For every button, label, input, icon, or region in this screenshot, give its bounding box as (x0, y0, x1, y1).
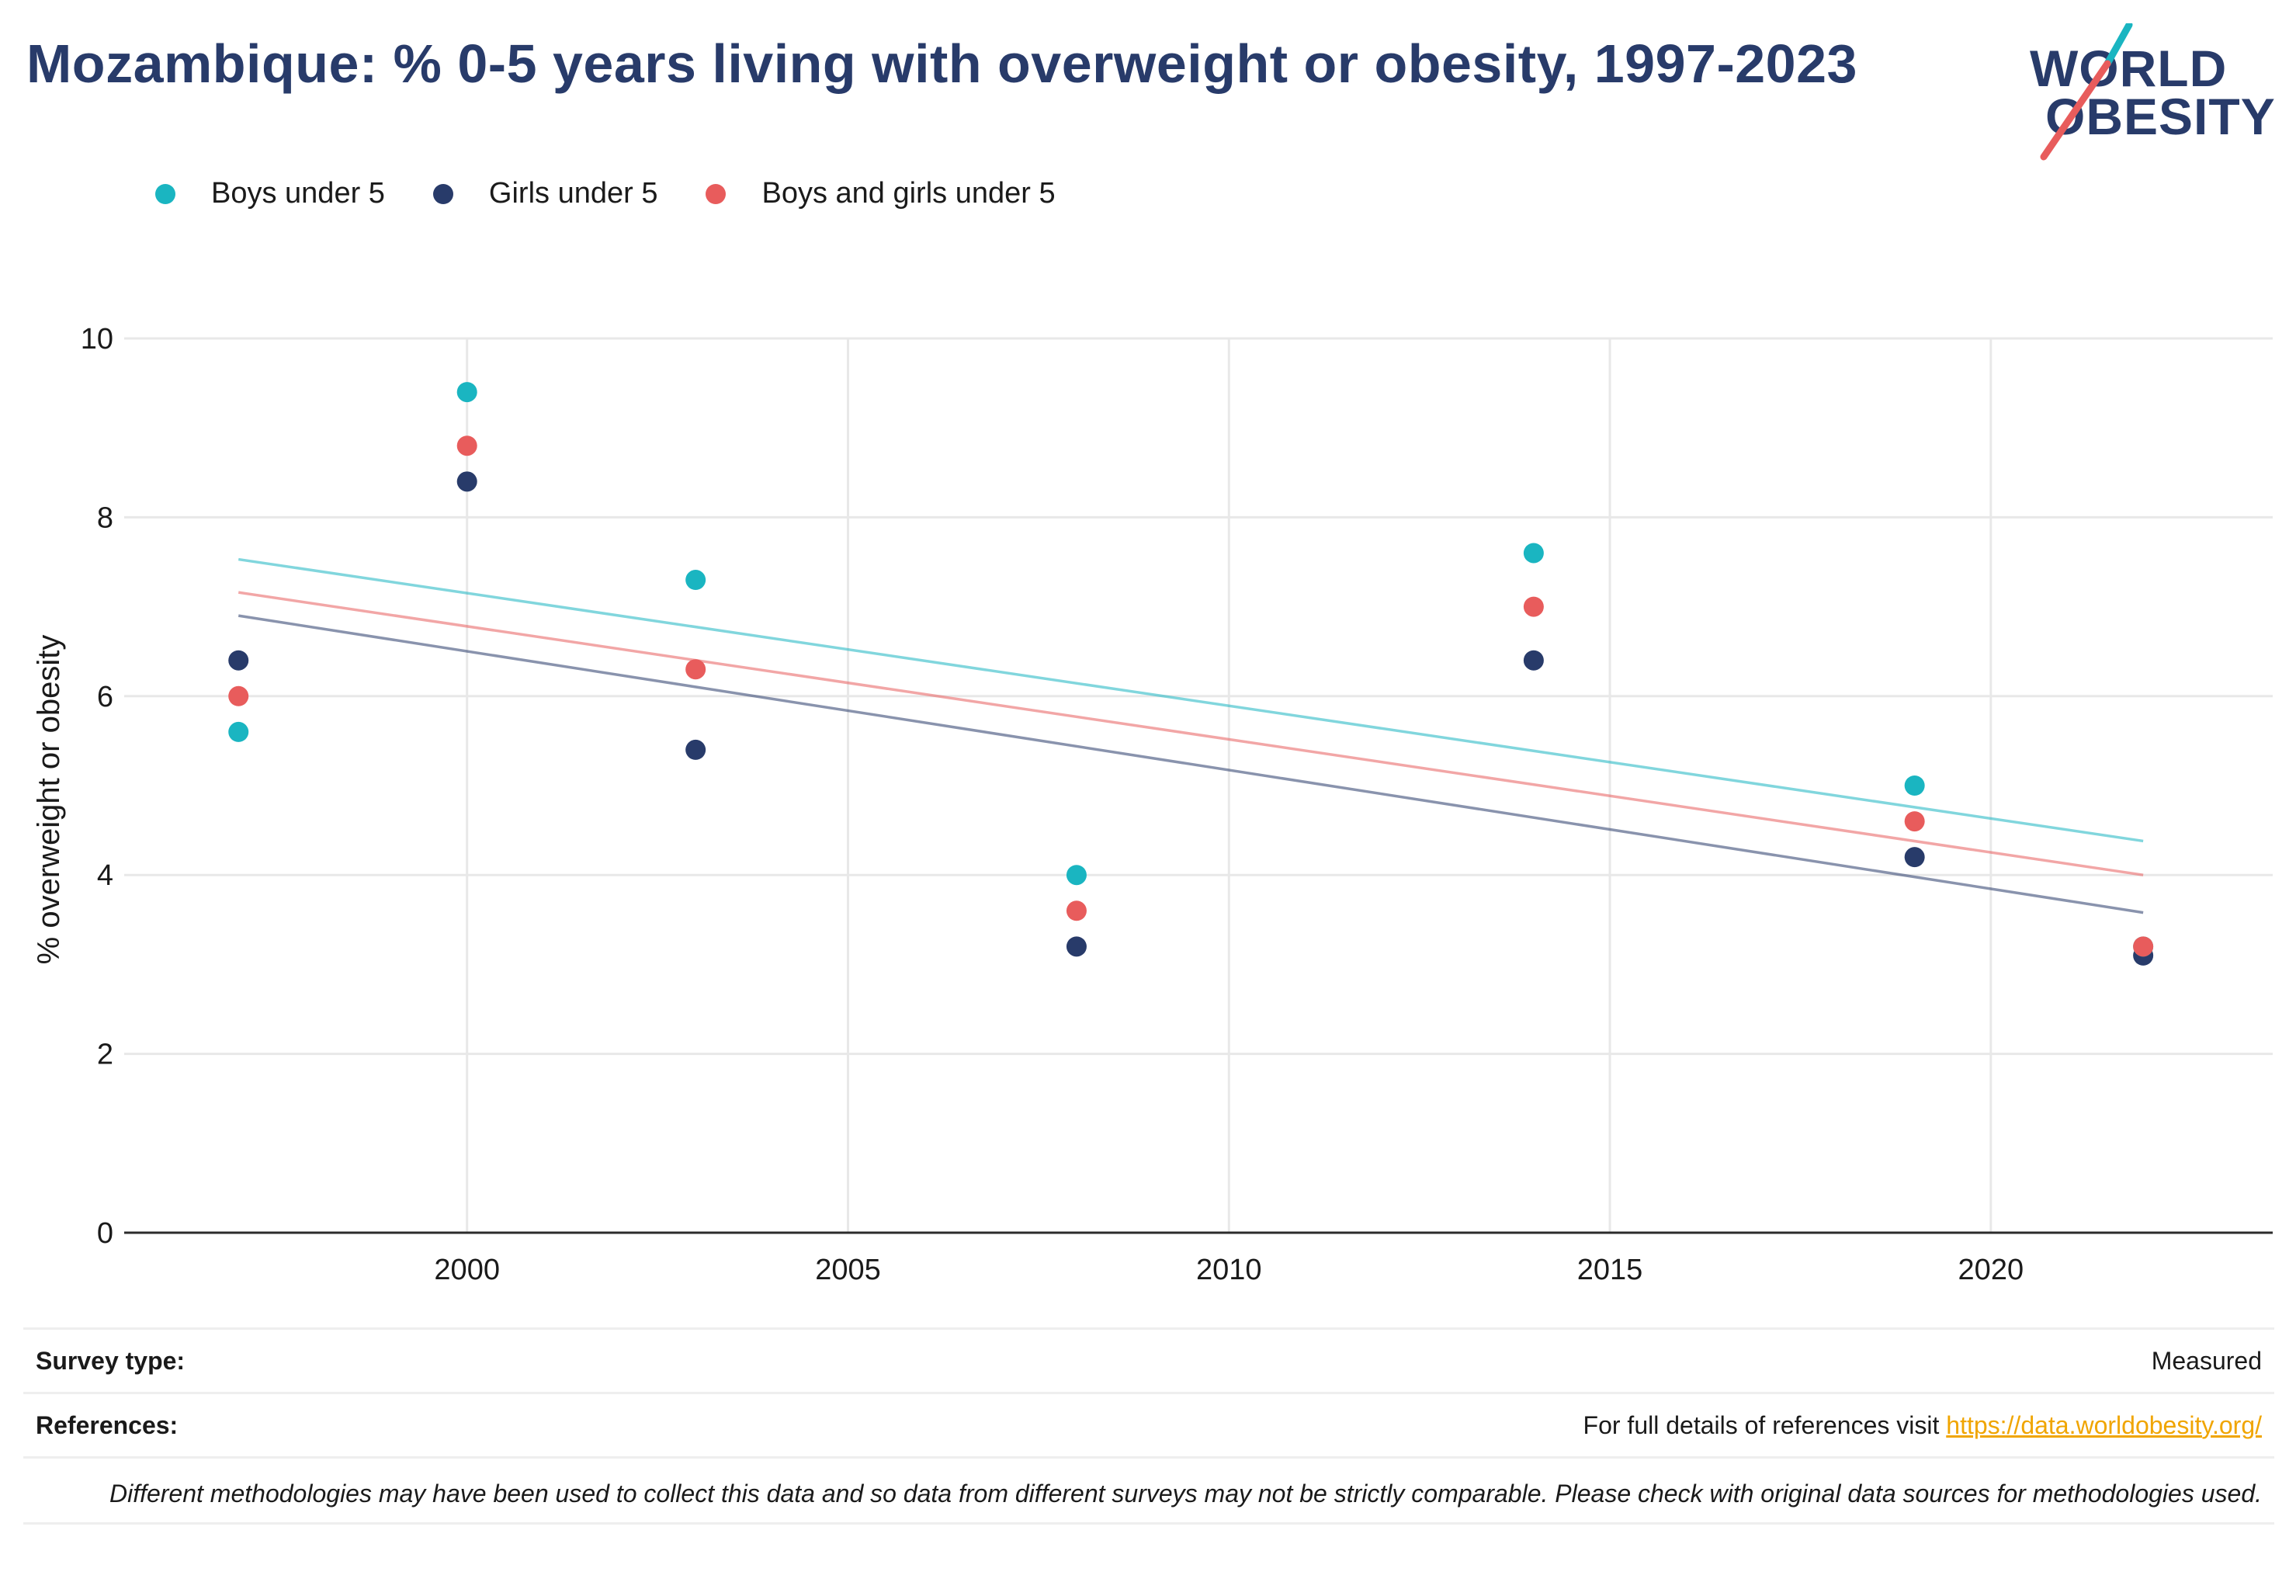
survey-type-label: Survey type: (36, 1346, 186, 1375)
legend-item-girls[interactable]: Girls under 5 (432, 177, 658, 210)
data-point-girls[interactable] (685, 739, 706, 760)
data-point-boys[interactable] (1904, 775, 1925, 796)
references-link[interactable]: https://data.worldobesity.org/ (1946, 1410, 2262, 1439)
legend-label-both: Boys and girls under 5 (761, 177, 1056, 210)
logo-slash-icon (2040, 23, 2133, 161)
trend-line-girls (238, 614, 2144, 914)
data-point-both[interactable] (2133, 936, 2154, 957)
y-tick-label: 10 (81, 323, 113, 356)
x-tick-label: 2010 (1196, 1254, 1262, 1286)
data-point-girls[interactable] (1523, 650, 1544, 671)
trend-line-boys (238, 557, 2144, 843)
x-tick-label: 2005 (815, 1254, 881, 1286)
y-tick-label: 0 (97, 1217, 113, 1250)
data-point-boys[interactable] (685, 570, 706, 591)
y-tick-label: 2 (97, 1039, 113, 1071)
x-tick-label: 2000 (434, 1254, 500, 1286)
data-point-boys[interactable] (1066, 865, 1087, 886)
y-tick-label: 4 (97, 859, 113, 892)
data-point-boys[interactable] (456, 382, 477, 403)
data-point-both[interactable] (1523, 596, 1544, 617)
references-value: For full details of references visit htt… (1583, 1411, 2262, 1440)
references-label: References: (36, 1410, 179, 1439)
legend-label-boys: Boys under 5 (211, 177, 385, 210)
world-obesity-logo: WORLD OBESITY (2030, 23, 2278, 163)
y-tick-label: 6 (97, 681, 113, 713)
data-point-both[interactable] (456, 435, 477, 456)
x-tick-label: 2020 (1958, 1254, 2024, 1286)
y-axis-label: % overweight or obesity (32, 635, 66, 965)
data-point-both[interactable] (228, 685, 249, 706)
references-text: For full details of references visit (1583, 1410, 1947, 1439)
chart-grid (124, 337, 2273, 1233)
data-point-both[interactable] (1904, 811, 1925, 832)
data-point-both[interactable] (685, 659, 706, 680)
survey-type-value: Measured (2151, 1346, 2262, 1375)
chart-legend: Boys under 5 Girls under 5 Boys and girl… (155, 177, 1104, 210)
legend-item-boys[interactable]: Boys under 5 (155, 177, 385, 210)
data-points (228, 382, 2154, 966)
data-point-girls[interactable] (1904, 847, 1925, 868)
x-tick-label: 2015 (1577, 1254, 1643, 1286)
data-point-boys[interactable] (1523, 543, 1544, 564)
references-row: References: For full details of referenc… (23, 1392, 2274, 1456)
survey-type-row: Survey type: Measured (23, 1327, 2274, 1392)
data-point-girls[interactable] (456, 471, 477, 492)
scatter-chart: 0 2 4 6 8 10 2000 2005 2010 2015 2020 % overweight… (32, 323, 2273, 1286)
chart-axes: 0 2 4 6 8 10 2000 2005 2010 2015 2020 (81, 323, 2273, 1286)
data-point-girls[interactable] (228, 650, 249, 671)
legend-item-both[interactable]: Boys and girls under 5 (706, 177, 1056, 210)
legend-dot-both (706, 183, 727, 204)
chart-footer: Survey type: Measured References: For fu… (23, 1327, 2274, 1525)
legend-dot-boys (155, 183, 175, 204)
page-title: Mozambique: % 0-5 years living with over… (26, 33, 1857, 94)
data-point-boys[interactable] (228, 721, 249, 742)
legend-label-girls: Girls under 5 (488, 177, 658, 210)
y-tick-label: 8 (97, 501, 113, 534)
data-point-girls[interactable] (1066, 936, 1087, 957)
data-point-both[interactable] (1066, 900, 1087, 921)
trend-line-both (238, 591, 2144, 876)
legend-dot-girls (432, 183, 453, 204)
methodology-note: Different methodologies may have been us… (23, 1456, 2274, 1525)
logo-line-1: WORLD (2030, 40, 2228, 97)
trend-lines (238, 557, 2144, 914)
